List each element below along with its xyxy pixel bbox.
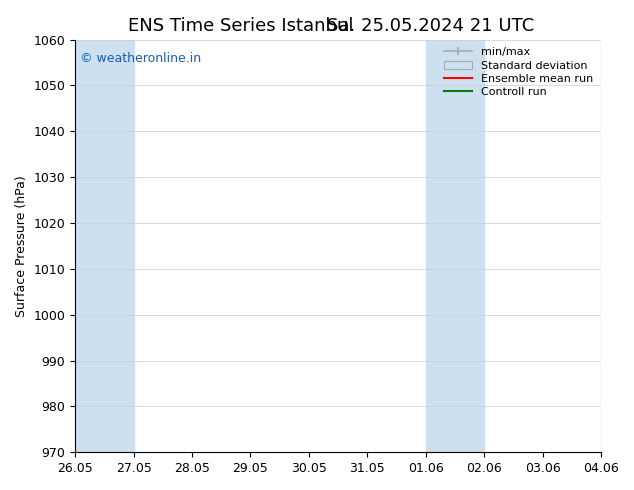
Text: ENS Time Series Istanbul: ENS Time Series Istanbul <box>128 17 354 35</box>
Text: © weatheronline.in: © weatheronline.in <box>81 52 202 65</box>
Bar <box>75 40 134 452</box>
Y-axis label: Surface Pressure (hPa): Surface Pressure (hPa) <box>15 175 28 317</box>
Bar <box>601 40 634 452</box>
Bar <box>426 40 484 452</box>
Legend: min/max, Standard deviation, Ensemble mean run, Controll run: min/max, Standard deviation, Ensemble me… <box>440 43 598 102</box>
Text: Sa. 25.05.2024 21 UTC: Sa. 25.05.2024 21 UTC <box>328 17 534 35</box>
